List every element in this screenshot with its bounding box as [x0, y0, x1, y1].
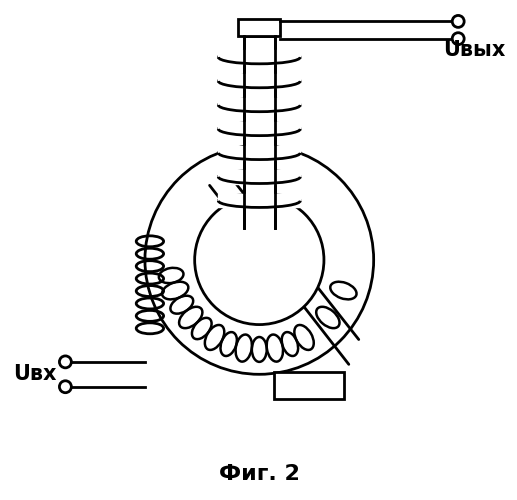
Bar — [218, 122, 300, 136]
Bar — [238, 19, 280, 36]
Bar — [218, 146, 300, 160]
Text: Фиг. 2: Фиг. 2 — [219, 464, 300, 484]
Bar — [218, 74, 300, 88]
Text: Uвых: Uвых — [443, 40, 506, 60]
Circle shape — [452, 32, 464, 44]
Bar — [218, 170, 300, 183]
Circle shape — [59, 381, 71, 392]
Bar — [218, 194, 300, 207]
Bar — [218, 98, 300, 112]
Bar — [218, 50, 300, 64]
Circle shape — [59, 356, 71, 368]
Circle shape — [145, 146, 374, 374]
Circle shape — [452, 16, 464, 28]
Bar — [244, 36, 275, 228]
Circle shape — [195, 196, 324, 324]
Bar — [274, 372, 344, 399]
Text: Uвх: Uвх — [13, 364, 57, 384]
